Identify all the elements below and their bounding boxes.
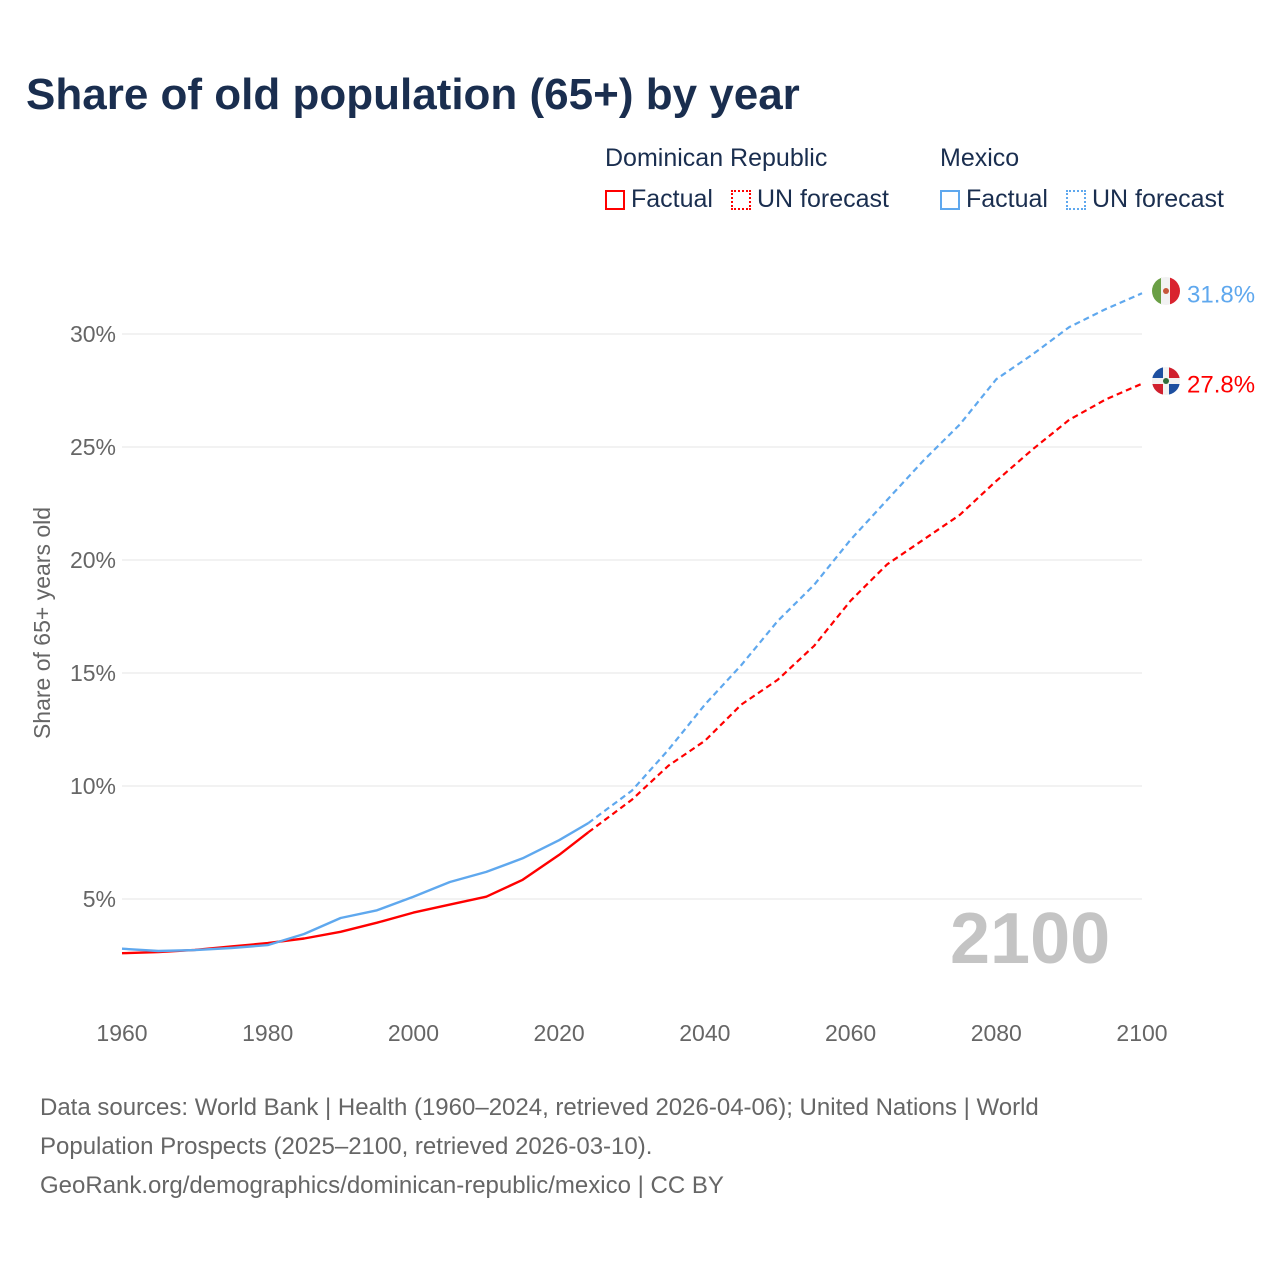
solid-swatch-icon — [940, 189, 960, 210]
legend-forecast[interactable]: UN forecast — [730, 185, 889, 214]
y-tick-label: 10% — [70, 773, 116, 799]
x-tick-label: 2060 — [825, 1020, 876, 1046]
legend-label: Factual — [966, 185, 1048, 213]
x-tick-label: 1980 — [242, 1020, 293, 1046]
x-tick-label: 2040 — [679, 1020, 730, 1046]
legend-country: Mexico — [940, 144, 1020, 172]
y-tick-label: 5% — [83, 886, 116, 912]
x-tick-label: 2000 — [388, 1020, 439, 1046]
x-tick-label: 2100 — [1116, 1020, 1167, 1046]
y-axis-label: Share of 65+ years old — [29, 507, 55, 739]
factual-line-mexico — [121, 822, 589, 953]
footer: Data sources: World Bank | Health (1960–… — [40, 1088, 1240, 1205]
flag-mexico-icon — [1152, 277, 1180, 305]
legend-mexico: Mexico Factual UN forecast — [940, 144, 1224, 214]
end-label-dominican-republic: 27.8% — [1187, 372, 1255, 399]
factual-line-dominican-republic — [121, 831, 590, 955]
forecast-line-dominican-republic — [587, 382, 1143, 834]
legend-label: UN forecast — [1091, 185, 1224, 213]
x-tick-label: 2020 — [534, 1020, 585, 1046]
x-tick-label: 2080 — [971, 1020, 1022, 1046]
x-tick-label: 1960 — [96, 1020, 147, 1046]
attribution-link[interactable]: GeoRank.org/demographics/dominican-repub… — [40, 1172, 724, 1199]
legend-forecast[interactable]: UN forecast — [1065, 185, 1224, 214]
y-tick-label: 30% — [70, 321, 116, 347]
source-line: Population Prospects (2025–2100, retriev… — [40, 1133, 653, 1160]
legend-dominican-republic: Dominican Republic Factual UN forecast — [605, 144, 889, 214]
legend-factual[interactable]: Factual — [940, 185, 1048, 214]
y-tick-label: 25% — [70, 434, 116, 460]
legend-country: Dominican Republic — [605, 144, 828, 172]
flag-dominican-republic-icon — [1152, 367, 1180, 395]
legend-factual[interactable]: Factual — [605, 185, 713, 214]
y-tick-label: 20% — [70, 547, 116, 573]
end-label-mexico: 31.8% — [1187, 281, 1255, 308]
chart-title: Share of old population (65+) by year — [26, 70, 800, 119]
legend-label: UN forecast — [756, 185, 889, 213]
solid-swatch-icon — [605, 189, 625, 210]
y-tick-label: 15% — [70, 660, 116, 686]
year-watermark: 2100 — [950, 899, 1110, 979]
dotted-swatch-icon — [1065, 189, 1086, 210]
dotted-swatch-icon — [730, 189, 751, 210]
forecast-line-mexico — [587, 292, 1143, 824]
legend-label: Factual — [631, 185, 713, 213]
source-line: Data sources: World Bank | Health (1960–… — [40, 1094, 1039, 1121]
